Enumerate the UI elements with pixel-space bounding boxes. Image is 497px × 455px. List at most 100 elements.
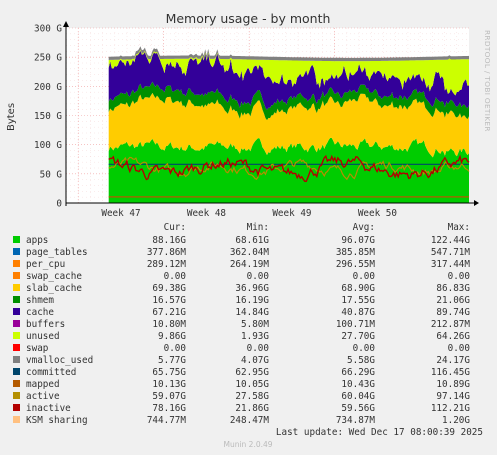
legend-swatch: [13, 260, 20, 267]
legend-name: active: [26, 391, 60, 402]
legend-avg-value: 59.56G: [341, 403, 375, 414]
legend-max-value: 547.71M: [431, 247, 471, 258]
legend-name: KSM sharing: [26, 415, 88, 426]
area-slab-cache: [108, 92, 469, 158]
legend-min-value: 264.19M: [230, 259, 270, 270]
x-tick-label: Week 49: [272, 208, 311, 219]
legend-min-value: 0.00: [247, 343, 269, 354]
legend-swatch: [13, 272, 20, 279]
x-tick-labels: Week 47 Week 48 Week 49 Week 50: [101, 208, 397, 219]
legend-avg-value: 100.71M: [336, 319, 376, 330]
legend-min-value: 362.04M: [230, 247, 270, 258]
legend-avg-value: 0.00: [353, 343, 375, 354]
legend-name: inactive: [26, 403, 71, 414]
legend-max-value: 86.83G: [436, 283, 470, 294]
legend-name: mapped: [26, 379, 60, 390]
legend-swatch: [13, 332, 20, 339]
legend-cur-value: 5.77G: [158, 355, 186, 366]
legend-avg-value: 10.43G: [341, 379, 375, 390]
legend-swatch: [13, 284, 20, 291]
legend-name: per_cpu: [26, 259, 65, 270]
legend-min-value: 10.05G: [235, 379, 269, 390]
legend-name: slab_cache: [26, 283, 82, 294]
legend-swatch: [13, 380, 20, 387]
legend-swatch: [13, 416, 20, 423]
legend-swatch: [13, 320, 20, 327]
legend-min-value: 5.80M: [241, 319, 269, 330]
legend-max-value: 97.14G: [436, 391, 470, 402]
y-tick-label: 50 G: [40, 169, 63, 180]
series-areas: [108, 46, 469, 203]
legend-cur-value: 9.86G: [158, 331, 186, 342]
legend-avg-value: 96.07G: [341, 235, 375, 246]
legend-name: shmem: [26, 295, 54, 306]
legend-max-value: 89.74G: [436, 307, 470, 318]
legend-avg-value: 5.58G: [347, 355, 375, 366]
legend-name: vmalloc_used: [26, 355, 93, 366]
legend-max-value: 21.06G: [436, 295, 470, 306]
header-avg: Avg:: [353, 222, 375, 233]
legend-max-value: 212.87M: [431, 319, 471, 330]
legend-avg-value: 0.00: [353, 271, 375, 282]
legend-name: cache: [26, 307, 54, 318]
legend-min-value: 0.00: [247, 271, 269, 282]
chart-title: Memory usage - by month: [166, 11, 331, 26]
legend-cur-value: 744.77M: [147, 415, 187, 426]
legend-cur-value: 65.75G: [152, 367, 186, 378]
legend-swatch: [13, 248, 20, 255]
legend-max-value: 1.20G: [442, 415, 470, 426]
legend-max-value: 10.89G: [436, 379, 470, 390]
header-max: Max:: [448, 222, 470, 233]
legend-name: page_tables: [26, 247, 88, 258]
y-tick-label: 100 G: [34, 140, 62, 151]
legend-name: unused: [26, 331, 60, 342]
legend-min-value: 27.58G: [235, 391, 269, 402]
legend-name: apps: [26, 235, 48, 246]
legend-cur-value: 377.86M: [147, 247, 187, 258]
legend-name: swap_cache: [26, 271, 82, 282]
legend-swatch: [13, 392, 20, 399]
legend-swatch: [13, 236, 20, 243]
legend-cur-value: 16.57G: [152, 295, 186, 306]
munin-version: Munin 2.0.49: [223, 440, 272, 449]
area-shmem: [108, 81, 469, 121]
y-tick-label: 0: [56, 199, 62, 210]
legend-min-value: 21.86G: [235, 403, 269, 414]
legend-cur-value: 289.12M: [147, 259, 187, 270]
y-tick-label: 300 G: [34, 24, 62, 35]
legend-min-value: 14.84G: [235, 307, 269, 318]
x-tick-label: Week 48: [187, 208, 226, 219]
legend-swatch: [13, 308, 20, 315]
y-tick-labels: 0 50 G 100 G 150 G 200 G 250 G 300 G: [34, 24, 62, 210]
legend-cur-value: 88.16G: [152, 235, 186, 246]
rrdtool-credit: RRDTOOL / TOBI OETIKER: [483, 30, 492, 132]
x-tick-label: Week 50: [358, 208, 397, 219]
legend-swatch: [13, 404, 20, 411]
legend-swatch: [13, 296, 20, 303]
legend-cur-value: 0.00: [164, 343, 186, 354]
legend-min-value: 36.96G: [235, 283, 269, 294]
legend-cur-value: 10.80M: [152, 319, 186, 330]
legend-max-value: 112.21G: [431, 403, 471, 414]
legend-swatch: [13, 356, 20, 363]
y-tick-label: 200 G: [34, 82, 62, 93]
legend-min-value: 248.47M: [230, 415, 270, 426]
legend-cur-value: 69.38G: [152, 283, 186, 294]
y-axis-label: Bytes: [6, 103, 17, 131]
legend-avg-value: 734.87M: [336, 415, 376, 426]
legend-name: committed: [26, 367, 76, 378]
legend-avg-value: 60.04G: [341, 391, 375, 402]
legend-avg-value: 27.70G: [341, 331, 375, 342]
legend-min-value: 68.61G: [235, 235, 269, 246]
legend-max-value: 122.44G: [431, 235, 471, 246]
x-tick-label: Week 47: [101, 208, 140, 219]
y-tick-label: 150 G: [34, 111, 62, 122]
y-tick-label: 250 G: [34, 53, 62, 64]
legend-max-value: 0.00: [448, 271, 470, 282]
legend-max-value: 317.44M: [431, 259, 471, 270]
legend-cur-value: 78.16G: [152, 403, 186, 414]
area-cache: [108, 50, 469, 110]
legend-table: Cur: Min: Avg: Max: apps 88.16G 68.61G 96.0…: [13, 222, 470, 426]
legend-max-value: 64.26G: [436, 331, 470, 342]
series-lines: [108, 154, 470, 198]
